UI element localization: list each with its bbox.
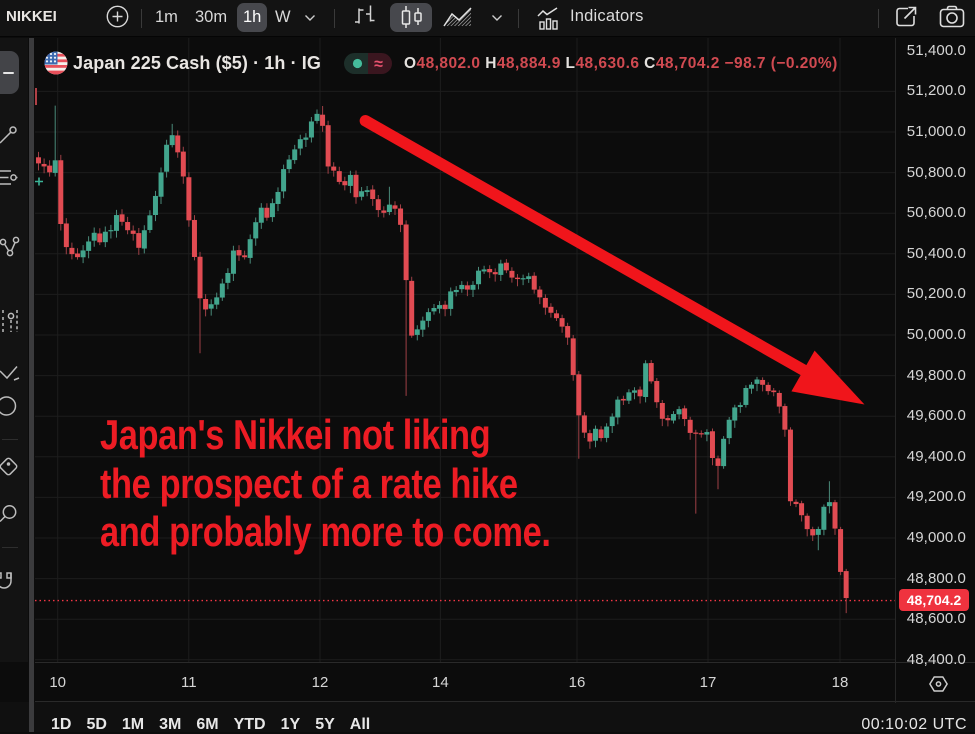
svg-text:≈: ≈: [374, 56, 383, 73]
